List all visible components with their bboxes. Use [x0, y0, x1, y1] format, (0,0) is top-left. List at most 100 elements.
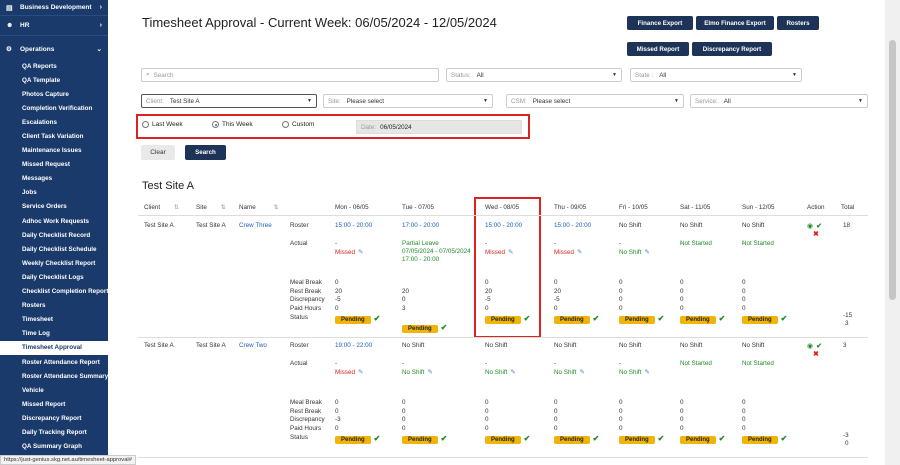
edit-pencil-icon[interactable]: ✎ — [644, 369, 650, 376]
approve-check-icon[interactable]: ✔ — [523, 314, 531, 323]
reject-x-icon[interactable]: ✖ — [813, 351, 819, 358]
view-eye-icon[interactable]: ◉ — [807, 343, 814, 350]
client-select[interactable]: Client: Test Site A ▼ — [141, 94, 317, 108]
edit-pencil-icon[interactable]: ✎ — [576, 249, 583, 256]
approve-all-check-icon[interactable]: ✔ — [816, 343, 822, 350]
approve-check-icon[interactable]: ✔ — [718, 314, 726, 323]
sidebar-item-daily-checklist-logs[interactable]: Daily Checklist Logs — [22, 273, 84, 281]
cell-roster[interactable]: 15:00 - 20:00 — [554, 222, 592, 229]
service-select[interactable]: Service: All ▼ — [690, 94, 868, 108]
edit-pencil-icon[interactable]: ✎ — [644, 249, 650, 256]
sidebar-section-operations[interactable]: ⚙ Operations ⌄ — [0, 40, 108, 58]
column-header-client[interactable]: Client ⇅ — [144, 204, 179, 211]
search-icon: ⌕ — [146, 71, 150, 78]
cell-discrepancy: 0 — [680, 296, 684, 303]
cell-roster[interactable]: 15:00 - 20:00 — [335, 222, 373, 229]
approve-check-icon[interactable]: ✔ — [440, 323, 448, 332]
approve-all-check-icon[interactable]: ✔ — [816, 223, 822, 230]
row-label-paid-hours: Paid Hours — [290, 425, 322, 432]
cell-meal-break: 0 — [485, 279, 489, 286]
approve-check-icon[interactable]: ✔ — [373, 314, 381, 323]
column-header-site[interactable]: Site ⇅ — [196, 204, 226, 211]
date-field[interactable]: Date: 06/05/2024 — [356, 120, 522, 134]
sidebar-item-messages[interactable]: Messages — [22, 175, 53, 183]
sidebar-item-adhoc-work-requests[interactable]: Adhoc Work Requests — [22, 217, 90, 225]
sidebar-section-hr[interactable]: ☻ HR › — [0, 16, 108, 36]
sidebar-item-daily-checklist-schedule[interactable]: Daily Checklist Schedule — [22, 245, 97, 253]
scrollbar-thumb[interactable] — [889, 40, 896, 300]
sidebar-item-maintenance-issues[interactable]: Maintenance Issues — [22, 147, 82, 155]
sidebar-item-qa-summary-graph[interactable]: QA Summary Graph — [22, 443, 82, 451]
sidebar-item-missed-report[interactable]: Missed Report — [22, 400, 66, 408]
sidebar-item-missed-request[interactable]: Missed Request — [22, 161, 70, 169]
edit-pencil-icon[interactable]: ✎ — [357, 249, 364, 256]
search-button[interactable]: Search — [185, 145, 226, 160]
radio-this-week[interactable]: This Week — [212, 121, 253, 128]
approve-check-icon[interactable]: ✔ — [780, 434, 788, 443]
sidebar-item-time-log[interactable]: Time Log — [22, 330, 50, 338]
edit-pencil-icon[interactable]: ✎ — [507, 249, 514, 256]
csm-select[interactable]: CSM: Please select ▼ — [506, 94, 684, 108]
state-select[interactable]: State : All ▼ — [630, 68, 802, 82]
approve-check-icon[interactable]: ✔ — [373, 434, 381, 443]
sidebar-item-weekly-checklist-report[interactable]: Weekly Checklist Report — [22, 259, 96, 267]
sidebar-item-roster-attendance-summary[interactable]: Roster Attendance Summary — [22, 372, 109, 380]
sidebar-item-escalations[interactable]: Escalations — [22, 118, 57, 126]
cell-status: Pending ✔ — [680, 314, 725, 324]
missed-report-button[interactable]: Missed Report — [627, 42, 689, 56]
radio-custom[interactable]: Custom — [282, 121, 314, 128]
sidebar-item-timesheet[interactable]: Timesheet — [22, 316, 54, 324]
sidebar-item-vehicle[interactable]: Vehicle — [22, 386, 44, 394]
sidebar-item-completion-verification[interactable]: Completion Verification — [22, 104, 93, 112]
sidebar-item-photos-capture[interactable]: Photos Capture — [22, 90, 69, 98]
cell-rest-break: 20 — [402, 288, 410, 295]
approve-check-icon[interactable]: ✔ — [780, 314, 788, 323]
discrepancy-report-button[interactable]: Discrepancy Report — [692, 42, 772, 56]
approve-check-icon[interactable]: ✔ — [523, 434, 531, 443]
sidebar-item-qa-reports[interactable]: QA Reports — [22, 62, 57, 70]
sidebar-item-jobs[interactable]: Jobs — [22, 189, 37, 197]
vertical-scrollbar[interactable] — [885, 0, 900, 465]
row-label-actual: Actual — [290, 240, 308, 247]
radio-last-week[interactable]: Last Week — [142, 121, 183, 128]
cell-roster[interactable]: 19:00 - 22:00 — [335, 342, 373, 349]
elmo-finance-export-button[interactable]: Elmo Finance Export — [696, 16, 774, 30]
column-header-action: Action — [807, 204, 825, 211]
clear-button[interactable]: Clear — [141, 145, 175, 160]
sidebar-item-timesheet-approval[interactable]: Timesheet Approval — [0, 340, 108, 355]
edit-pencil-icon[interactable]: ✎ — [427, 369, 433, 376]
sidebar-item-service-orders[interactable]: Service Orders — [22, 203, 67, 211]
sidebar-item-daily-tracking-report[interactable]: Daily Tracking Report — [22, 428, 87, 436]
cell-crew-name[interactable]: Crew Two — [239, 342, 267, 349]
finance-export-button[interactable]: Finance Export — [627, 16, 693, 30]
edit-pencil-icon[interactable]: ✎ — [579, 369, 585, 376]
sidebar-item-daily-checklist-record[interactable]: Daily Checklist Record — [22, 231, 91, 239]
edit-pencil-icon[interactable]: ✎ — [357, 369, 364, 376]
status-badge: Pending — [619, 316, 655, 324]
column-header-name[interactable]: Name ⇅ — [239, 204, 279, 211]
approve-check-icon[interactable]: ✔ — [718, 434, 726, 443]
approve-check-icon[interactable]: ✔ — [440, 434, 448, 443]
approve-check-icon[interactable]: ✔ — [592, 314, 600, 323]
reject-x-icon[interactable]: ✖ — [813, 231, 819, 238]
edit-pencil-icon[interactable]: ✎ — [510, 369, 516, 376]
approve-check-icon[interactable]: ✔ — [592, 434, 600, 443]
status-select[interactable]: Status: All ▼ — [446, 68, 622, 82]
cell-roster[interactable]: 17:00 - 20:00 — [402, 222, 440, 229]
sidebar-item-discrepancy-report[interactable]: Discrepancy Report — [22, 414, 82, 422]
approve-check-icon[interactable]: ✔ — [657, 314, 665, 323]
row-label-roster: Roster — [290, 222, 309, 229]
search-input[interactable]: ⌕ Search — [141, 68, 439, 82]
rosters-button[interactable]: Rosters — [777, 16, 819, 30]
sidebar-section-business-development[interactable]: ▤ Business Development › — [0, 0, 108, 16]
cell-roster[interactable]: 15:00 - 20:00 — [485, 222, 523, 229]
sidebar-item-client-task-variation[interactable]: Client Task Variation — [22, 133, 84, 141]
sidebar-item-qa-template[interactable]: QA Template — [22, 76, 61, 84]
approve-check-icon[interactable]: ✔ — [657, 434, 665, 443]
sidebar-item-rosters[interactable]: Rosters — [22, 302, 46, 310]
sidebar-item-roster-attendance-report[interactable]: Roster Attendance Report — [22, 358, 100, 366]
sidebar-item-checklist-completion-report[interactable]: Checklist Completion Report — [22, 288, 109, 296]
site-select[interactable]: Site: Please select ▼ — [323, 94, 493, 108]
view-eye-icon[interactable]: ◉ — [807, 223, 814, 230]
cell-crew-name[interactable]: Crew Three — [239, 222, 272, 229]
